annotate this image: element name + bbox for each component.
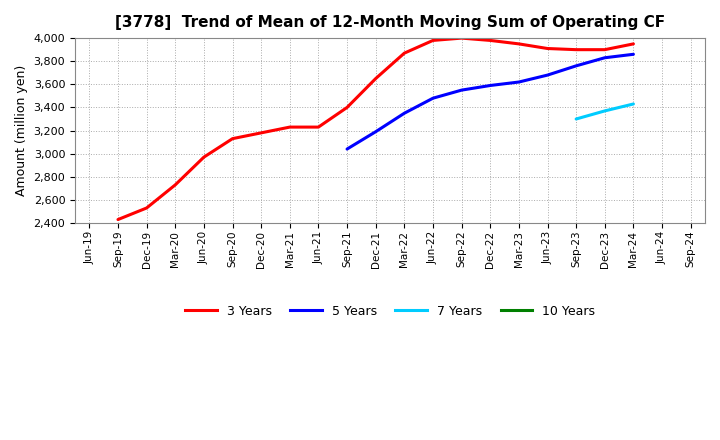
3 Years [457,36,466,41]
7 Years [629,101,638,106]
5 Years [600,55,609,60]
5 Years [457,88,466,93]
5 Years [515,79,523,84]
3 Years [515,41,523,47]
5 Years [572,63,580,69]
3 Years [543,46,552,51]
3 Years [343,105,351,110]
5 Years [372,129,380,134]
3 Years [114,217,122,222]
3 Years [572,47,580,52]
Line: 7 Years: 7 Years [576,104,634,119]
Line: 3 Years: 3 Years [118,38,634,220]
3 Years [143,205,151,211]
3 Years [400,51,409,56]
3 Years [314,125,323,130]
3 Years [372,76,380,81]
3 Years [428,38,437,43]
3 Years [600,47,609,52]
Legend: 3 Years, 5 Years, 7 Years, 10 Years: 3 Years, 5 Years, 7 Years, 10 Years [180,300,600,323]
7 Years [600,108,609,114]
5 Years [543,73,552,78]
3 Years [486,38,495,43]
5 Years [486,83,495,88]
3 Years [199,154,208,160]
3 Years [228,136,237,141]
5 Years [428,95,437,101]
7 Years [572,116,580,121]
3 Years [285,125,294,130]
3 Years [629,41,638,47]
Y-axis label: Amount (million yen): Amount (million yen) [15,65,28,196]
5 Years [343,147,351,152]
Line: 5 Years: 5 Years [347,54,634,149]
5 Years [400,110,409,116]
5 Years [629,51,638,57]
3 Years [171,182,179,187]
Title: [3778]  Trend of Mean of 12-Month Moving Sum of Operating CF: [3778] Trend of Mean of 12-Month Moving … [115,15,665,30]
3 Years [257,130,266,136]
